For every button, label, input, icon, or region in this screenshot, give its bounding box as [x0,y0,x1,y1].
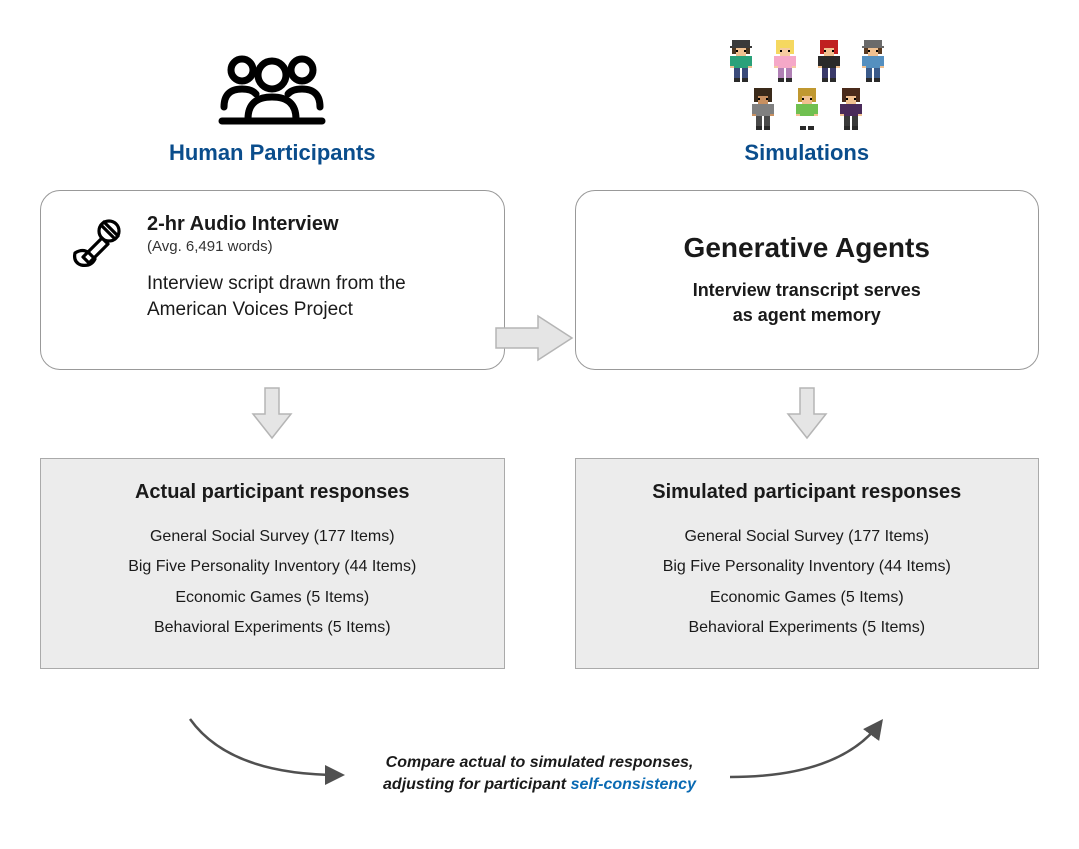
resp-item: Big Five Personality Inventory (44 Items… [59,552,486,582]
agents-heading: Generative Agents [684,232,930,264]
resp-item: Behavioral Experiments (5 Items) [594,613,1021,643]
agents-card: Generative Agents Interview transcript s… [575,190,1040,370]
agents-description: Interview transcript serves as agent mem… [693,278,921,328]
pixel-avatars-icon [724,38,890,130]
avatar-row [746,86,868,130]
actual-responses-title: Actual participant responses [59,481,486,504]
avatar-icon [768,38,802,82]
avatar-row [724,38,890,82]
simulated-responses-title: Simulated participant responses [594,481,1021,504]
resp-item: Big Five Personality Inventory (44 Items… [594,552,1021,582]
simulated-responses-box: Simulated participant responses General … [575,458,1040,669]
resp-item: Economic Games (5 Items) [59,583,486,613]
interview-subheading: (Avg. 6,491 words) [147,238,476,255]
interview-text: 2-hr Audio Interview (Avg. 6,491 words) … [147,213,476,322]
compare-line2-prefix: adjusting for participant [383,776,571,793]
avatar-icon [812,38,846,82]
sim-title: Simulations [744,140,869,166]
compare-line2-em: self-consistency [571,776,696,793]
compare-caption: Compare actual to simulated responses, a… [0,752,1079,795]
resp-item: General Social Survey (177 Items) [594,522,1021,552]
resp-item: General Social Survey (177 Items) [59,522,486,552]
down-arrow-right [782,384,832,444]
resp-item: Behavioral Experiments (5 Items) [59,613,486,643]
avatar-icon [856,38,890,82]
column-simulations: Simulations Generative Agents Interview … [575,20,1040,669]
human-icon-area [212,20,332,130]
avatar-icon [724,38,758,82]
agents-desc-line1: Interview transcript serves [693,280,921,300]
people-group-icon [212,45,332,130]
compare-line1: Compare actual to simulated responses, [386,754,694,771]
column-human: Human Participants 2- [40,20,505,669]
resp-item: Economic Games (5 Items) [594,583,1021,613]
avatar-icon [746,86,780,130]
avatar-icon [834,86,868,130]
sim-icon-area [724,20,890,130]
microphone-icon [69,215,129,280]
interview-card: 2-hr Audio Interview (Avg. 6,491 words) … [40,190,505,370]
interview-heading: 2-hr Audio Interview [147,213,476,236]
avatar-icon [790,86,824,130]
human-title: Human Participants [169,140,376,166]
actual-responses-box: Actual participant responses General Soc… [40,458,505,669]
interview-description: Interview script drawn from the American… [147,271,476,322]
down-arrow-left [247,384,297,444]
agents-desc-line2: as agent memory [733,305,881,325]
mid-arrow-icon [490,310,580,371]
